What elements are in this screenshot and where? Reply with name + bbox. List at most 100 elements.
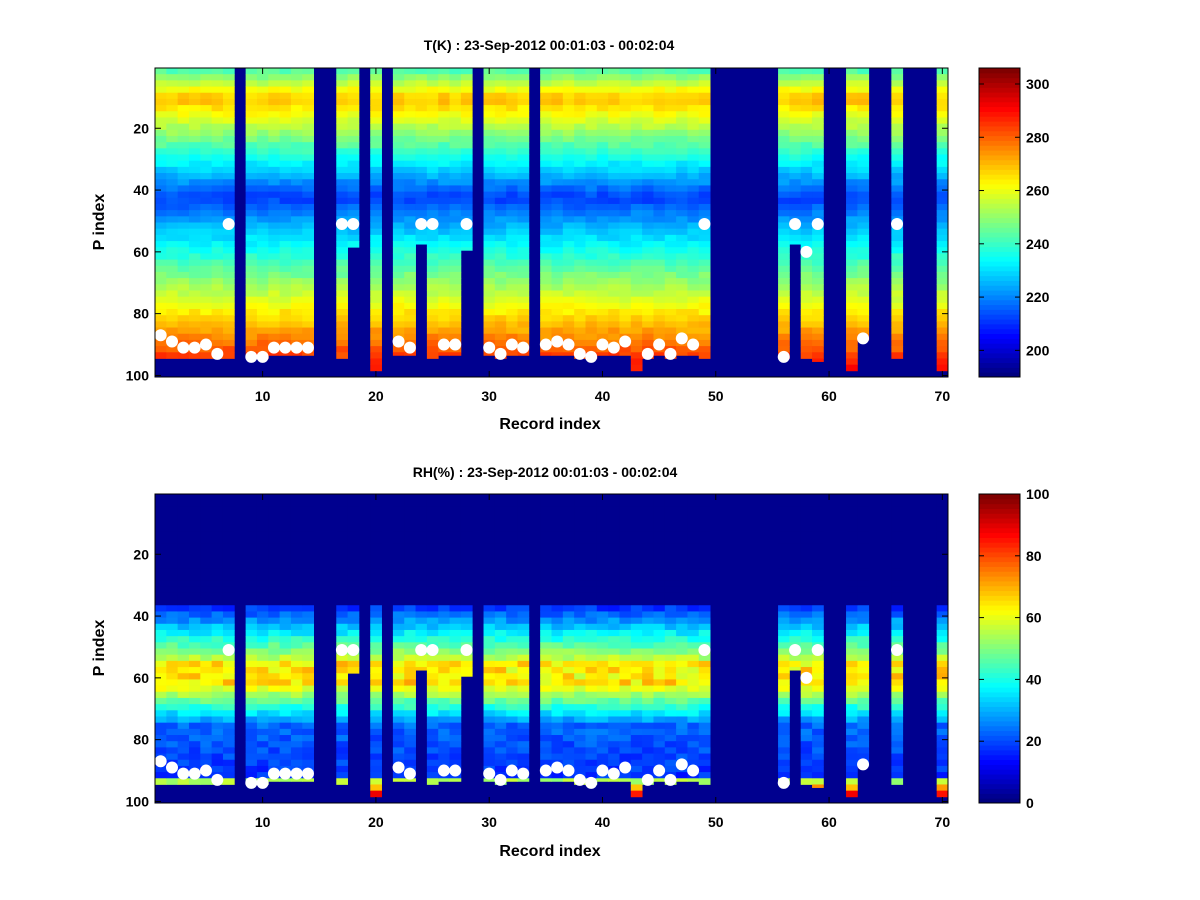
heatmap-cell [562, 241, 575, 248]
heatmap-cell [460, 148, 473, 155]
heatmap-cell [426, 191, 439, 199]
heatmap-cell [279, 160, 292, 168]
heatmap-cell [392, 599, 405, 606]
heatmap-cell [245, 531, 258, 538]
heatmap-cell [608, 500, 620, 507]
heatmap-cell [846, 191, 858, 199]
heatmap-cell [891, 722, 904, 730]
heatmap-cell [676, 154, 688, 162]
heatmap-cell [642, 309, 654, 316]
heatmap-cell [846, 105, 858, 112]
heatmap-cell [596, 265, 609, 273]
level-marker [211, 347, 224, 360]
heatmap-cell [268, 160, 281, 168]
colorbar-segment [979, 256, 1020, 262]
heatmap-cell [222, 500, 235, 507]
heatmap-cell [687, 247, 700, 254]
heatmap-cell [891, 592, 904, 600]
heatmap-cell [778, 685, 790, 693]
heatmap-cell [857, 197, 870, 205]
heatmap-cell [200, 154, 213, 162]
heatmap-cell [494, 759, 507, 767]
heatmap-cell [653, 191, 666, 199]
heatmap-cell [245, 309, 258, 316]
heatmap-cell [415, 129, 428, 137]
heatmap-cell [630, 358, 643, 366]
heatmap-cell [812, 185, 824, 192]
heatmap-cell [596, 74, 609, 81]
heatmap-cell [891, 352, 904, 359]
heatmap-cell [166, 92, 179, 100]
heatmap-cell [438, 611, 450, 618]
heatmap-cell [517, 247, 530, 254]
heatmap-cell [540, 691, 552, 699]
heatmap-cell [290, 154, 303, 162]
heatmap-cell [778, 197, 790, 205]
heatmap-cell [574, 710, 586, 717]
heatmap-cell [574, 673, 586, 680]
heatmap-cell [812, 611, 824, 618]
heatmap-cell [687, 315, 700, 322]
heatmap-cell [166, 599, 179, 606]
heatmap-cell [846, 524, 858, 532]
heatmap-cell [404, 265, 416, 273]
heatmap-cell [211, 160, 224, 168]
heatmap-cell [619, 271, 632, 279]
heatmap-cell [506, 210, 518, 217]
heatmap-cell [619, 747, 632, 754]
colorbar-segment [979, 275, 1020, 281]
heatmap-cell [676, 599, 688, 606]
heatmap-cell [812, 166, 824, 174]
heatmap-cell [494, 747, 507, 754]
heatmap-cell [551, 222, 564, 230]
heatmap-cell [653, 86, 666, 94]
heatmap-cell [392, 747, 405, 754]
heatmap-cell [268, 586, 281, 594]
heatmap-cell [222, 98, 235, 106]
heatmap-cell [188, 86, 201, 94]
heatmap-cell [891, 617, 904, 625]
heatmap-cell [222, 80, 235, 87]
heatmap-cell [562, 216, 575, 223]
heatmap-cell [812, 160, 824, 168]
heatmap-cell [687, 617, 700, 625]
heatmap-cell [392, 660, 405, 668]
heatmap-cell [857, 574, 870, 581]
heatmap-cell [789, 86, 802, 94]
heatmap-cell [426, 636, 439, 643]
heatmap-cell [891, 599, 904, 606]
heatmap-cell [846, 710, 858, 717]
heatmap-cell [653, 747, 666, 754]
heatmap-cell [574, 197, 586, 205]
heatmap-cell [483, 592, 496, 600]
colorbar-segment [979, 672, 1020, 678]
heatmap-cell [438, 296, 450, 304]
heatmap-cell [268, 302, 281, 310]
heatmap-cell [653, 543, 666, 551]
heatmap-cell [426, 234, 439, 242]
heatmap-cell [642, 617, 654, 625]
heatmap-cell [200, 185, 213, 192]
heatmap-cell [608, 617, 620, 625]
heatmap-cell [177, 142, 190, 149]
heatmap-cell [800, 86, 813, 94]
heatmap-cell [846, 660, 858, 668]
heatmap-cell [676, 148, 688, 155]
heatmap-cell [596, 759, 609, 767]
heatmap-cell [619, 309, 632, 316]
heatmap-cell [256, 117, 269, 125]
heatmap-cell [155, 179, 167, 186]
heatmap-cell [812, 555, 824, 563]
heatmap-cell [619, 685, 632, 693]
heatmap-cell [279, 265, 292, 273]
heatmap-cell [778, 555, 790, 563]
heatmap-cell [211, 765, 224, 773]
heatmap-cell [936, 697, 949, 705]
heatmap-cell [562, 123, 575, 131]
heatmap-cell [245, 524, 258, 532]
heatmap-cell [166, 241, 179, 248]
heatmap-cell [789, 241, 802, 245]
heatmap-cell [642, 253, 654, 260]
